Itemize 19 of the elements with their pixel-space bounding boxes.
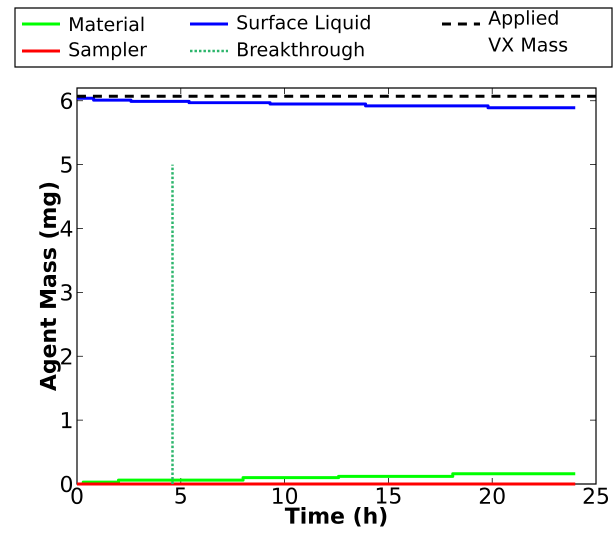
x-tick-label: 10 (273, 488, 298, 504)
y-tick-label: 3 (61, 284, 72, 301)
x-axis-title: Time (h) (284, 506, 386, 526)
x-tick-label: 15 (376, 488, 400, 504)
y-tick-label: 1 (62, 412, 72, 428)
legend-label: Surface Liquid (237, 14, 370, 34)
legend-label: Sampler (69, 42, 147, 60)
y-tick-label: 5 (61, 156, 72, 173)
x-tick-label: 25 (584, 488, 608, 504)
x-tick-label: 20 (480, 488, 505, 504)
x-tick-label: 5 (176, 488, 186, 504)
legend-label: Applied VX Mass (488, 10, 568, 52)
y-tick-label: 0 (60, 476, 72, 492)
y-tick-label: 4 (60, 220, 72, 237)
legend-label: Material (70, 16, 144, 32)
y-tick-label: 6 (61, 92, 72, 110)
legend-label: Breakthrough (238, 42, 364, 60)
y-axis-title: Agent Mass (mg) (39, 182, 61, 391)
y-tick-label: 2 (61, 348, 72, 364)
